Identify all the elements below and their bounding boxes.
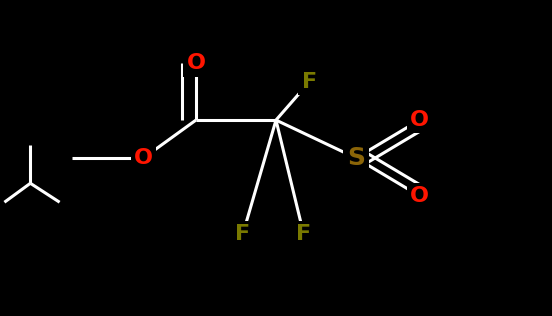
Text: S: S	[347, 146, 365, 170]
Text: O: O	[410, 186, 429, 206]
Text: O: O	[134, 148, 153, 168]
Text: F: F	[296, 224, 311, 244]
Text: F: F	[301, 72, 317, 92]
Text: O: O	[187, 53, 205, 73]
Text: F: F	[235, 224, 251, 244]
Text: O: O	[410, 110, 429, 130]
